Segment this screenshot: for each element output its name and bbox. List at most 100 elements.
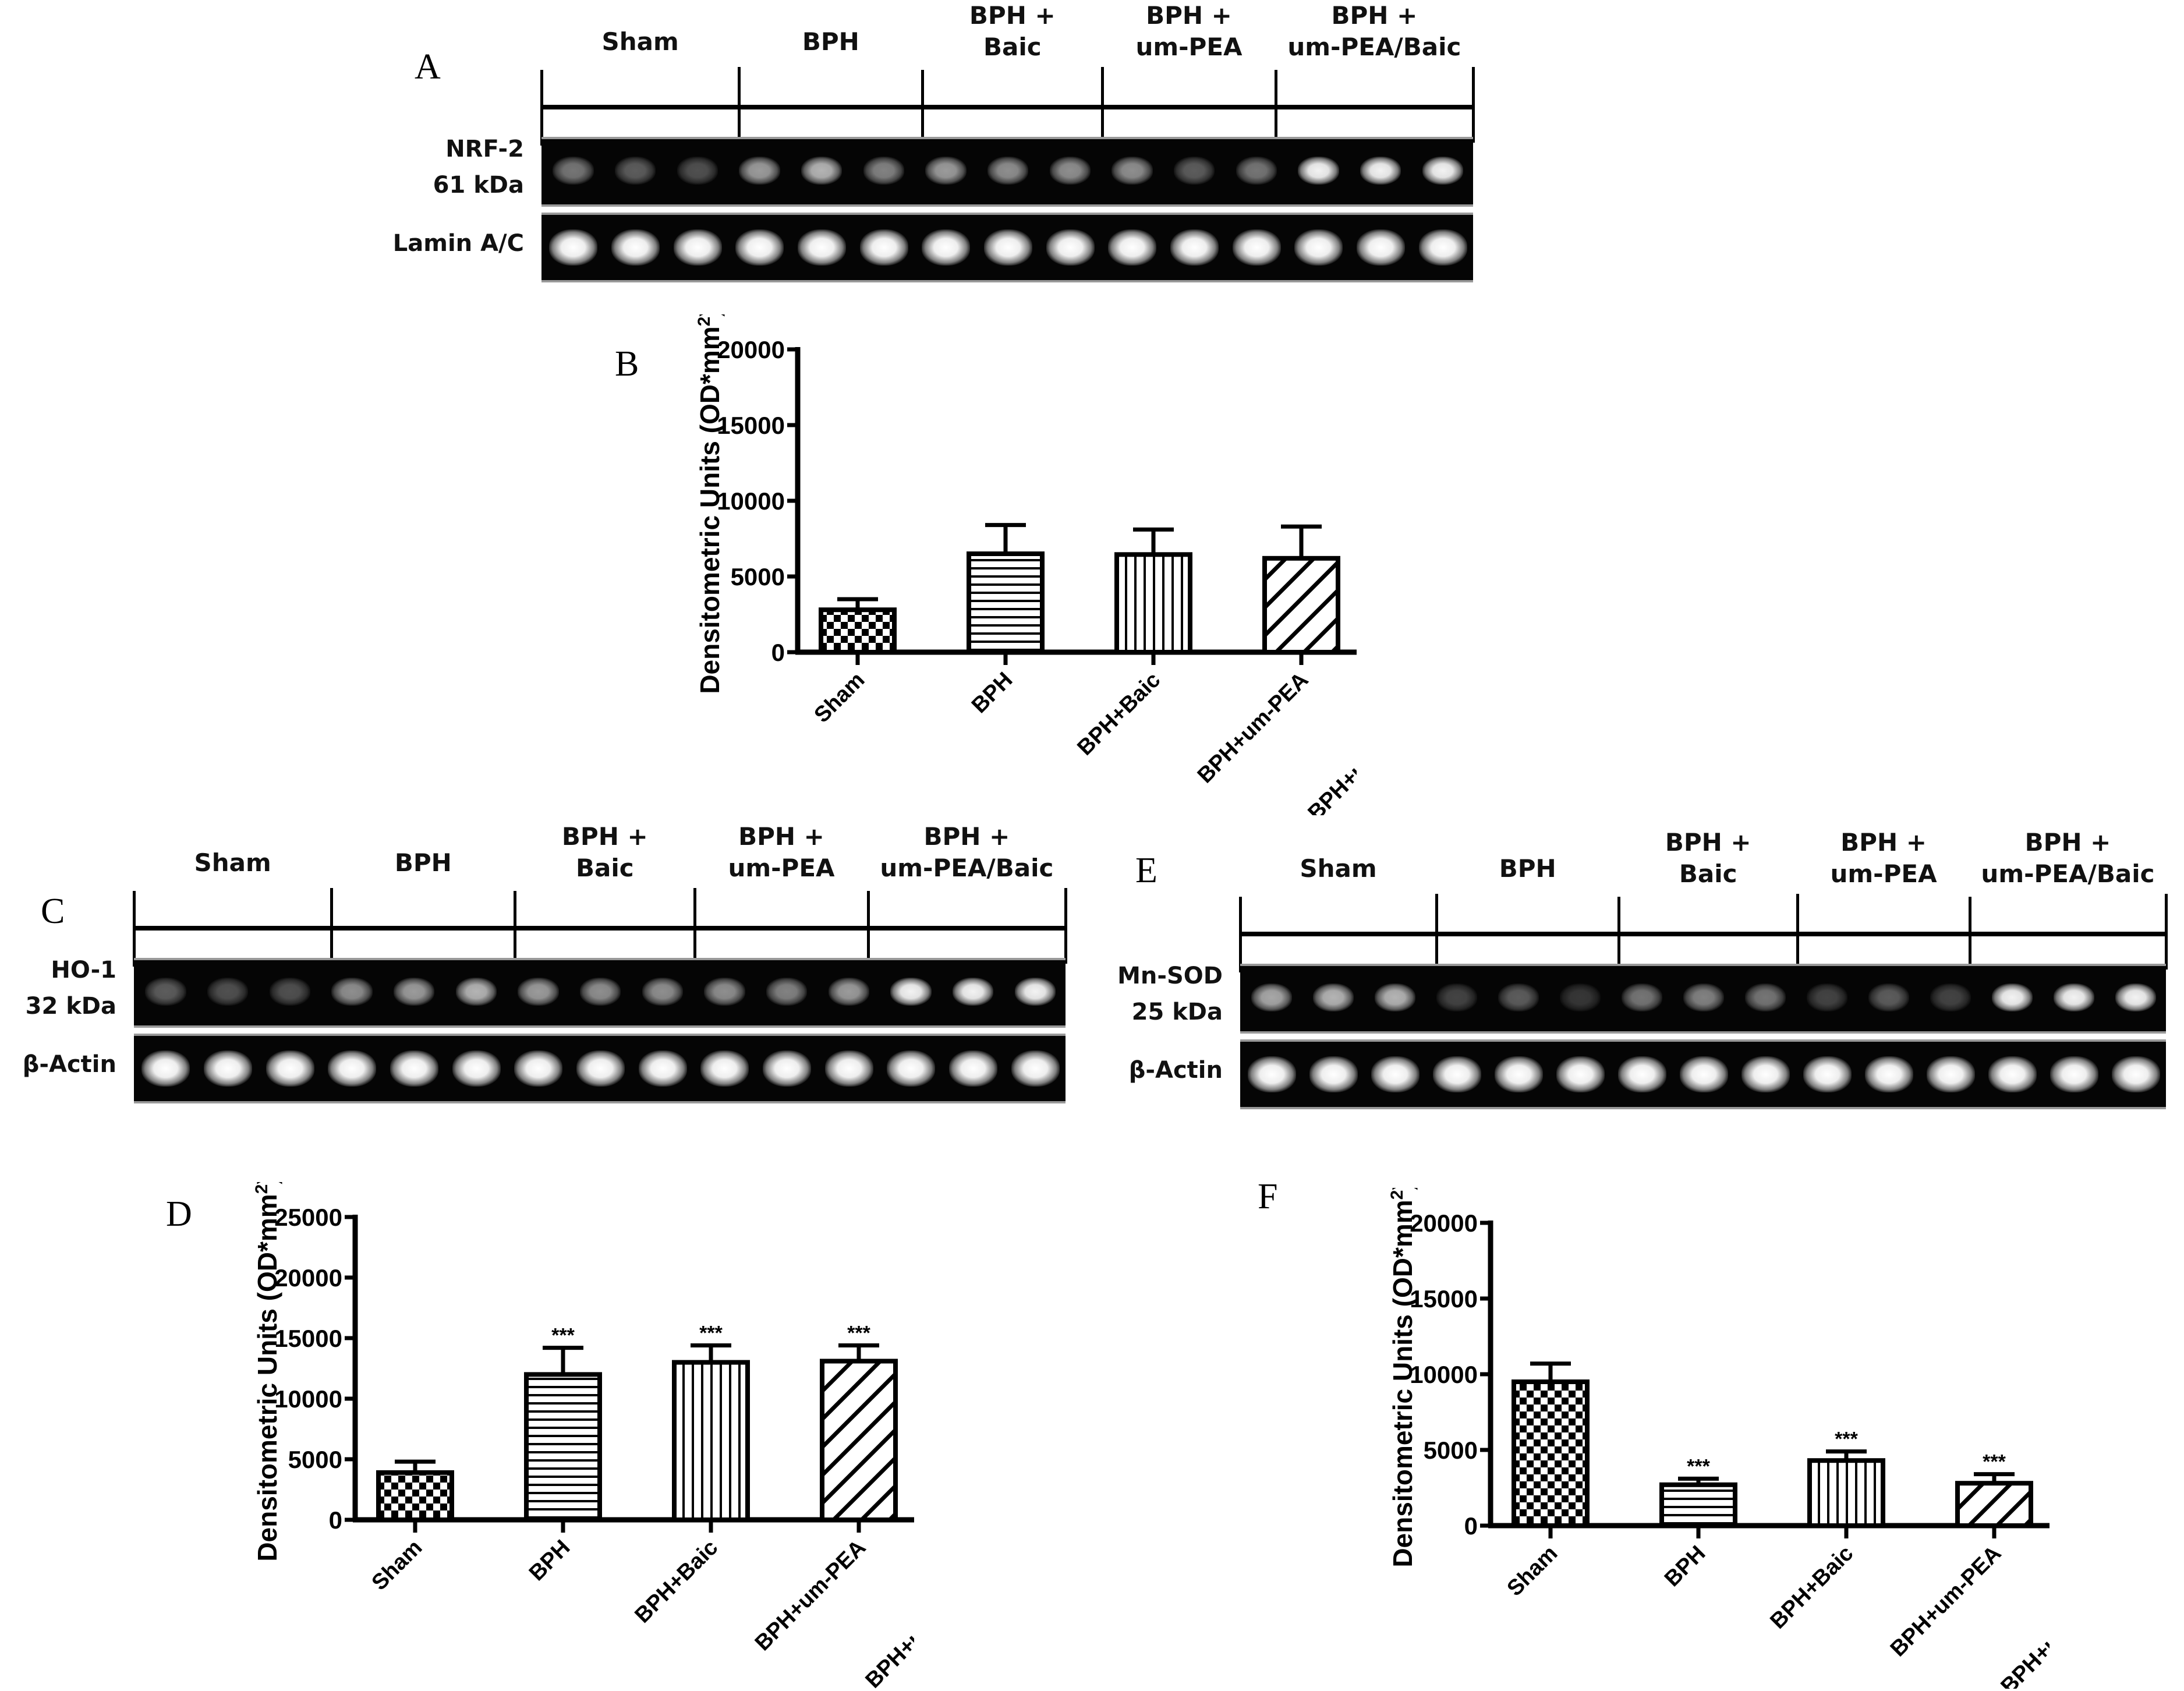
group-label: BPH + um-PEA/Baic bbox=[1287, 1, 1461, 61]
group-label: Sham bbox=[194, 848, 271, 877]
y-tick-label: 5000 bbox=[1424, 1437, 1478, 1464]
x-tick-label: BPH+Baic bbox=[630, 1536, 723, 1628]
group-label: BPH + um-PEA bbox=[1830, 828, 1937, 888]
y-tick-label: 10000 bbox=[717, 487, 785, 515]
loading-band bbox=[452, 1050, 501, 1087]
protein-band bbox=[952, 978, 994, 1006]
y-tick-label: 20000 bbox=[274, 1264, 342, 1292]
loading-band bbox=[638, 1050, 687, 1087]
group-divider bbox=[867, 891, 870, 967]
protein-band bbox=[1560, 984, 1601, 1011]
bar bbox=[1807, 1458, 1885, 1529]
loading-band bbox=[1618, 1056, 1666, 1092]
group-divider bbox=[1435, 894, 1438, 970]
group-label: BPH bbox=[394, 848, 452, 877]
group-divider bbox=[1969, 897, 1971, 972]
loading-band bbox=[983, 229, 1033, 266]
x-tick-label: BPH+um-PEA/Baic bbox=[1997, 1541, 2050, 1689]
x-tick-label: Sham bbox=[367, 1536, 427, 1596]
y-tick-label: 0 bbox=[1464, 1512, 1478, 1540]
group-divider bbox=[1617, 897, 1620, 972]
loading-band bbox=[735, 229, 784, 266]
western-blot-mnsod: Sham BPH BPH + Baic BPH + um-PEA BPH + um-PEA/B… bbox=[1117, 828, 2168, 1124]
significance-marker: *** bbox=[847, 1322, 870, 1344]
loading-band bbox=[824, 1050, 873, 1087]
bar bbox=[1262, 556, 1340, 655]
x-tick-label: BPH+Baic bbox=[1072, 668, 1165, 760]
loading-band bbox=[576, 1050, 625, 1087]
bar-chart-ho1: 0 5000 10000 15000 20000 25000 Sham *** BPH *** BP… bbox=[252, 1182, 914, 1689]
group-divider bbox=[738, 67, 741, 143]
protein-band bbox=[1436, 984, 1478, 1011]
bar-chart-nrf2: 0 5000 10000 15000 20000 Sham BPH BPH+Baic BPH+u… bbox=[695, 314, 1357, 815]
x-tick-label: BPH+um-PEA/Baic bbox=[1304, 668, 1357, 815]
loading-band bbox=[887, 1050, 936, 1087]
loading-band bbox=[141, 1050, 190, 1087]
loading-band bbox=[2050, 1056, 2098, 1092]
group-bracket-line bbox=[541, 105, 1473, 109]
target-protein-label: Mn-SOD 25 kDa bbox=[1117, 963, 1223, 1025]
group-label: Sham bbox=[1300, 854, 1377, 883]
bar bbox=[1114, 552, 1192, 655]
target-protein-strip bbox=[541, 137, 1473, 207]
loading-band bbox=[203, 1050, 253, 1087]
loading-band bbox=[859, 229, 908, 266]
loading-band bbox=[1170, 229, 1219, 266]
group-label: Sham bbox=[601, 27, 679, 56]
protein-band bbox=[1622, 984, 1663, 1011]
protein-band bbox=[739, 157, 780, 185]
protein-band bbox=[269, 978, 310, 1006]
protein-band bbox=[614, 157, 656, 185]
protein-band bbox=[145, 978, 186, 1006]
panel-letter-d: D bbox=[166, 1194, 192, 1234]
group-label: BPH + um-PEA/Baic bbox=[880, 822, 1054, 882]
y-tick-label: 10000 bbox=[274, 1385, 342, 1413]
protein-band bbox=[1930, 984, 1971, 1011]
protein-band bbox=[553, 157, 594, 185]
protein-band bbox=[1049, 157, 1091, 185]
protein-band bbox=[704, 978, 745, 1006]
significance-marker: *** bbox=[1983, 1451, 2006, 1473]
group-divider bbox=[540, 70, 543, 146]
bar bbox=[819, 607, 897, 655]
protein-band bbox=[393, 978, 435, 1006]
bar bbox=[672, 1360, 750, 1522]
y-axis-label: Densitometric Units (OD*mm2) bbox=[252, 1182, 283, 1562]
loading-band bbox=[797, 229, 847, 266]
group-divider bbox=[921, 70, 924, 146]
loading-control-label: β-Actin bbox=[1128, 1057, 1223, 1084]
significance-marker: *** bbox=[1687, 1455, 1710, 1477]
y-tick-label: 10000 bbox=[1410, 1361, 1478, 1388]
y-axis-label: Densitometric Units (OD*mm2) bbox=[1387, 1188, 1418, 1568]
protein-band bbox=[455, 978, 497, 1006]
protein-band bbox=[801, 157, 843, 185]
group-bracket-line bbox=[1240, 932, 2166, 936]
group-label: BPH + um-PEA/Baic bbox=[1981, 828, 2155, 888]
protein-band bbox=[1375, 984, 1416, 1011]
protein-band bbox=[1298, 157, 1339, 185]
loading-control-strip bbox=[541, 213, 1473, 282]
y-tick-label: 20000 bbox=[1410, 1209, 1478, 1237]
protein-band bbox=[863, 157, 904, 185]
y-axis-label: Densitometric Units (OD*mm2) bbox=[695, 314, 725, 694]
loading-band bbox=[1927, 1056, 1975, 1092]
target-protein-strip bbox=[1240, 964, 2166, 1034]
protein-band bbox=[1807, 984, 1848, 1011]
group-label: BPH bbox=[802, 27, 859, 56]
x-tick-label: BPH+um-PEA/Baic bbox=[861, 1536, 914, 1689]
group-divider bbox=[1064, 888, 1067, 964]
bar bbox=[524, 1372, 602, 1522]
loading-band bbox=[1356, 229, 1406, 266]
protein-band bbox=[331, 978, 373, 1006]
x-tick-label: BPH bbox=[525, 1536, 575, 1586]
loading-band bbox=[390, 1050, 439, 1087]
loading-band bbox=[1556, 1056, 1605, 1092]
target-protein-label: HO-1 32 kDa bbox=[25, 957, 116, 1020]
protein-band bbox=[1360, 157, 1401, 185]
loading-band bbox=[611, 229, 660, 266]
y-tick-label: 15000 bbox=[717, 412, 785, 439]
protein-band bbox=[828, 978, 869, 1006]
panel-letter-c: C bbox=[41, 892, 65, 931]
protein-band bbox=[1683, 984, 1725, 1011]
loading-band bbox=[1232, 229, 1281, 266]
